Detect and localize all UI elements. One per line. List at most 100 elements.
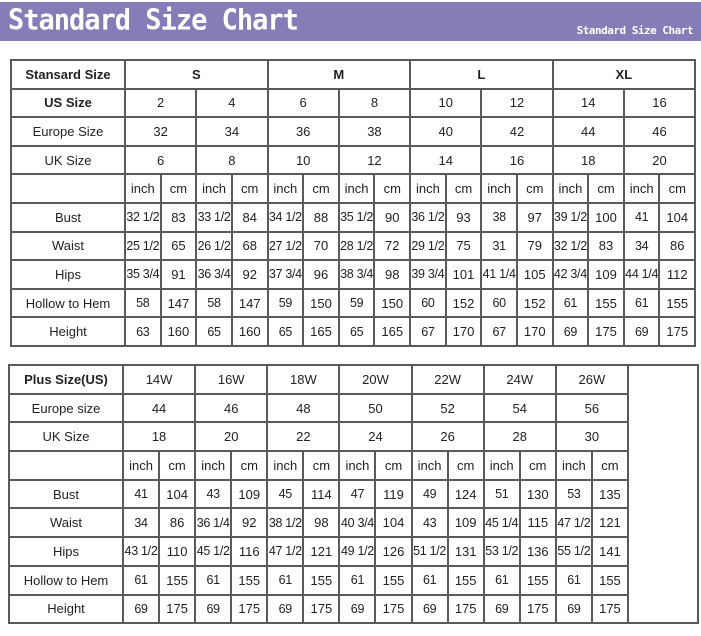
measurement-row: Height 63 160 65 160 65 165 65 165 67 170 67 170 69 17… [10,316,697,347]
size-value: 14 [551,87,625,119]
measurement-value: 97 [515,201,554,233]
measurement-value: 38 1/2 [266,507,305,539]
measurement-row: Height 69 175 69 175 69 175 69 175 69 175 69 175 69 17… [8,593,698,625]
measurement-value: 147 [230,287,269,319]
measurement-value: 61 [551,287,590,319]
measurement-label: Height [8,593,124,625]
measurement-value: 65 [266,316,305,347]
measurement-value: 109 [446,507,485,539]
unit-label: cm [159,173,198,204]
size-value: 46 [194,392,269,424]
measurement-value: 175 [658,316,697,347]
measurement-value: 175 [446,593,485,625]
measurement-value: 92 [230,259,269,290]
measurement-value: 131 [446,536,485,567]
measurement-value: 109 [587,259,625,290]
measurement-value: 43 [194,478,233,510]
size-value: 56 [554,392,629,424]
size-value: 38 [337,116,412,147]
measurement-value: 58 [124,287,162,319]
measurement-value: 175 [587,316,625,347]
measurement-value: 155 [374,564,413,596]
measurement-value: 175 [374,593,413,625]
measurement-value: 175 [230,593,269,625]
measurement-value: 26 1/2 [195,230,233,262]
measurement-value: 59 [266,287,305,319]
measurement-value: 155 [658,287,697,319]
plus-size-22W: 22W [410,364,485,395]
measurement-value: 67 [409,316,447,347]
measurement-value: 86 [658,230,697,262]
measurement-value: 37 3/4 [266,259,305,290]
size-value: 46 [622,116,697,147]
empty-cell [10,173,126,204]
measurement-value: 40 3/4 [338,507,377,539]
measurement-value: 55 1/2 [554,536,593,567]
measurement-value: 69 [554,593,593,625]
unit-label: cm [446,450,485,481]
unit-label: inch [410,450,449,481]
plus-size-table: Plus Size(US) 14W 16W 18W 20W 22W 24W 26W Europe… [8,363,699,625]
measurement-value: 61 [338,564,377,596]
measurement-label: Height [10,316,126,347]
plus-size-14W: 14W [121,364,197,395]
size-value: 40 [409,116,483,147]
measurement-value: 92 [230,507,269,539]
measurement-value: 135 [590,478,629,510]
measurement-value: 83 [159,201,198,233]
measurement-value: 45 1/4 [482,507,521,539]
measurement-value: 175 [590,593,629,625]
size-row: UK Size 18 20 22 24 26 28 30 [8,421,698,453]
size-value: 8 [195,144,269,176]
row-label: US Size [10,87,126,119]
measurement-value: 43 1/2 [121,536,161,567]
measurement-value: 75 [444,230,483,262]
unit-label: cm [230,450,269,481]
measurement-value: 34 [622,230,661,262]
size-value: 22 [266,421,341,453]
size-row: UK Size 6 8 10 12 14 16 18 20 [10,144,697,176]
size-value: 54 [482,392,557,424]
measurement-value: 105 [515,259,554,290]
measurement-value: 121 [590,507,629,539]
measurement-value: 69 [266,593,305,625]
measurement-value: 34 1/2 [266,201,305,233]
unit-label: inch [482,450,521,481]
measurement-value: 165 [302,316,340,347]
measurement-value: 152 [515,287,554,319]
measurement-value: 150 [373,287,412,319]
measurement-value: 141 [590,536,629,567]
plus-size-26W: 26W [554,364,629,395]
measurement-value: 69 [482,593,521,625]
size-value: 18 [121,421,197,453]
measurement-value: 88 [302,201,340,233]
unit-label: inch [480,173,518,204]
size-value: 44 [551,116,625,147]
measurement-value: 29 1/2 [409,230,447,262]
measurement-value: 100 [587,201,625,233]
measurement-value: 60 [480,287,518,319]
measurement-label: Bust [8,478,124,510]
unit-label: cm [373,173,412,204]
measurement-value: 59 [337,287,376,319]
measurement-value: 91 [159,259,198,290]
unit-label: inch [338,450,377,481]
unit-label: cm [302,173,340,204]
measurement-value: 61 [266,564,305,596]
measurement-value: 155 [590,564,629,596]
measurement-value: 53 1/2 [482,536,521,567]
measurement-value: 175 [518,593,557,625]
measurement-value: 116 [230,536,269,567]
size-value: 50 [338,392,413,424]
measurement-label: Hollow to Hem [10,287,126,319]
size-row: US Size 2 4 6 8 10 12 14 16 [10,87,697,119]
measurement-value: 69 [338,593,377,625]
header-label: Stansard Size [10,59,126,90]
size-value: 42 [480,116,554,147]
size-value: 6 [123,144,198,176]
measurement-value: 44 1/4 [622,259,661,290]
size-value: 12 [480,87,554,119]
measurement-value: 25 1/2 [124,230,162,262]
unit-label: inch [194,450,233,481]
measurement-value: 175 [158,593,197,625]
